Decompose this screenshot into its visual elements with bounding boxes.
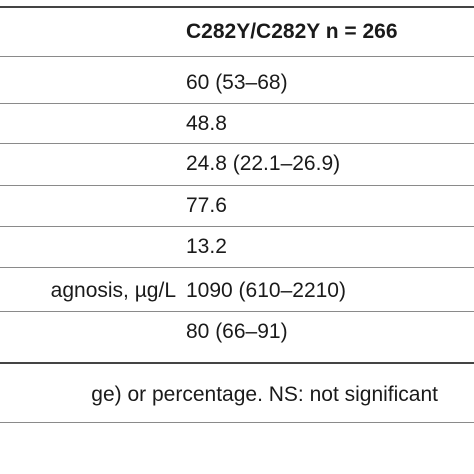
- row-value-5: 13.2: [186, 235, 227, 258]
- row-divider: [0, 311, 474, 312]
- header-rule: [0, 56, 474, 57]
- table-top-rule: [0, 6, 474, 8]
- row-label-ferritin: agnosis, µg/L: [50, 279, 176, 302]
- row-value-2: 48.8: [186, 112, 227, 135]
- table-footnote: ge) or percentage. NS: not significant: [91, 383, 438, 406]
- column-header-c282y: C282Y/C282Y n = 266: [186, 20, 398, 43]
- footnote-rule: [0, 422, 474, 423]
- row-value-7: 80 (66–91): [186, 320, 288, 343]
- row-divider: [0, 185, 474, 186]
- row-value-ferritin: 1090 (610–2210): [186, 279, 346, 302]
- row-divider: [0, 143, 474, 144]
- row-value-3: 24.8 (22.1–26.9): [186, 152, 341, 175]
- row-value-4: 77.6: [186, 194, 227, 217]
- table-bottom-rule: [0, 362, 474, 364]
- row-divider: [0, 267, 474, 268]
- row-value-age: 60 (53–68): [186, 71, 288, 94]
- row-divider: [0, 226, 474, 227]
- row-divider: [0, 103, 474, 104]
